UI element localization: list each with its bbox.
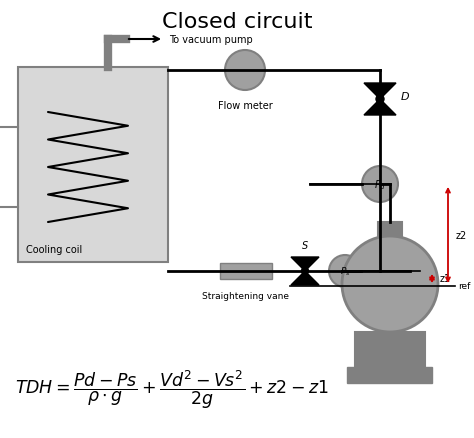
Text: S: S	[302, 240, 308, 251]
Polygon shape	[291, 272, 319, 285]
Text: $TDH = \dfrac{Pd - Ps}{\rho \cdot g} + \dfrac{Vd^2 - Vs^2}{2g} + z2 - z1$: $TDH = \dfrac{Pd - Ps}{\rho \cdot g} + \…	[15, 368, 328, 410]
Polygon shape	[364, 100, 396, 116]
Circle shape	[225, 51, 265, 91]
Circle shape	[342, 237, 438, 332]
Bar	[18, 68, 168, 262]
Polygon shape	[291, 258, 319, 272]
Text: Closed circuit: Closed circuit	[162, 12, 312, 32]
Circle shape	[376, 96, 384, 104]
Text: $P_d$: $P_d$	[374, 178, 386, 191]
Text: To vacuum pump: To vacuum pump	[169, 35, 253, 45]
Text: z1: z1	[440, 274, 451, 284]
Text: z2: z2	[456, 230, 467, 240]
Bar	[347, 367, 432, 383]
Circle shape	[362, 166, 398, 202]
Circle shape	[329, 255, 361, 287]
Text: D: D	[401, 92, 410, 102]
Text: Flow meter: Flow meter	[218, 101, 273, 111]
Text: Cooling coil: Cooling coil	[26, 244, 82, 254]
Polygon shape	[364, 84, 396, 100]
Text: $P_s$: $P_s$	[340, 265, 350, 278]
Text: Straightening vane: Straightening vane	[202, 291, 290, 300]
Bar	[355, 332, 425, 367]
Bar	[378, 223, 402, 237]
Circle shape	[301, 268, 309, 275]
Bar	[220, 263, 272, 279]
Text: ref: ref	[458, 282, 470, 291]
